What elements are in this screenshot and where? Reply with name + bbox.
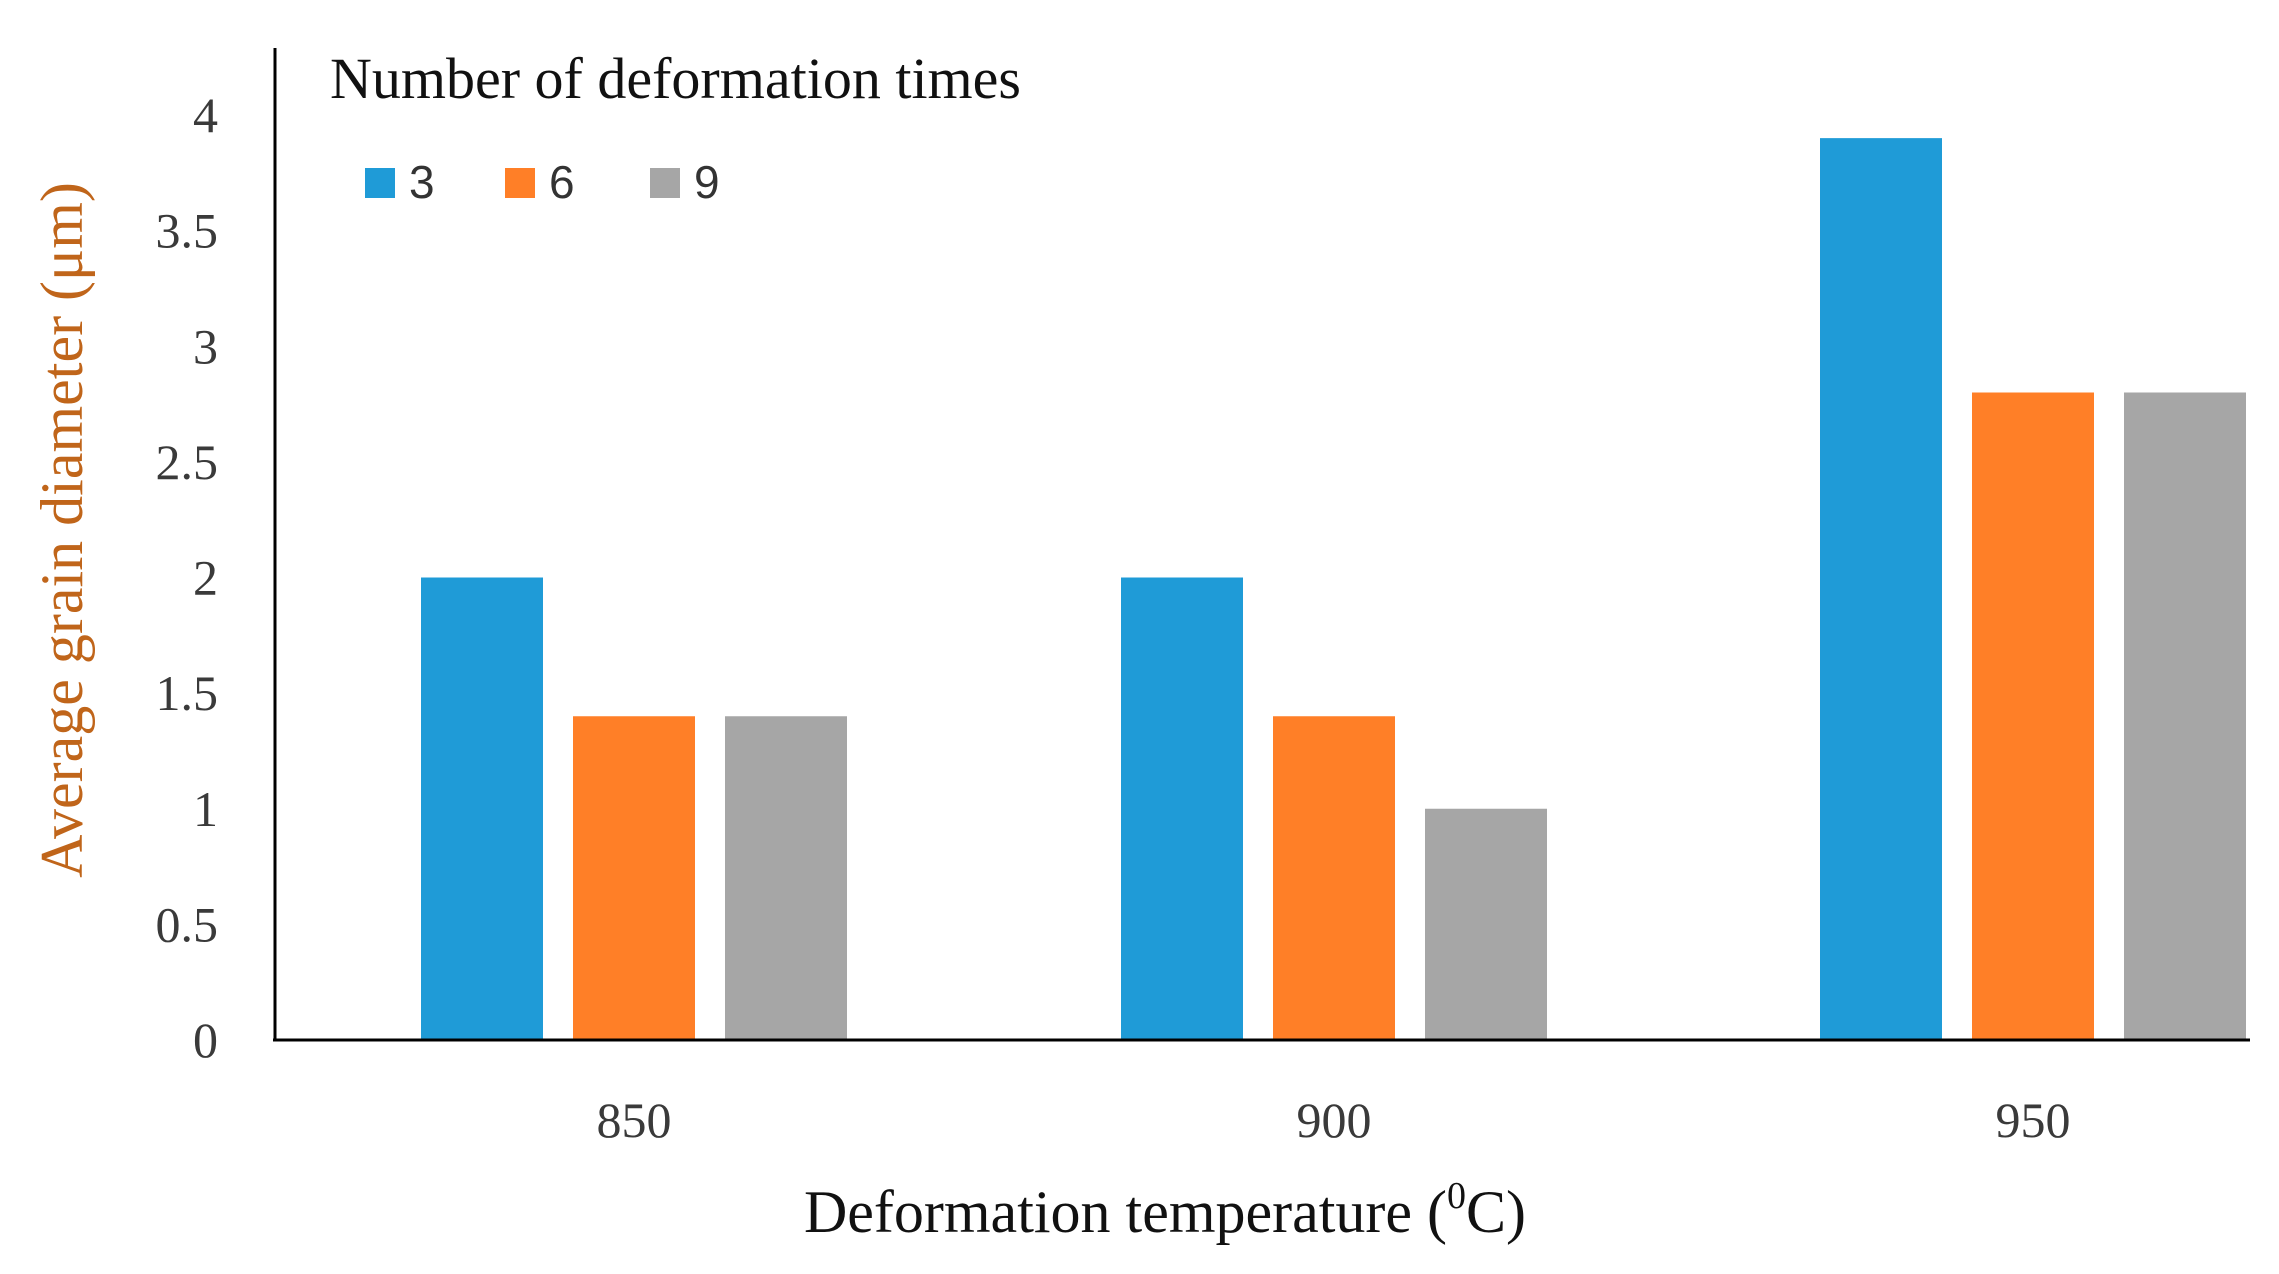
x-tick-label: 900 — [1297, 1092, 1372, 1148]
x-axis-label: Deformation temperature (0C) — [804, 1175, 1526, 1245]
legend-label-3: 3 — [409, 156, 435, 208]
x-axis-label-end: C) — [1466, 1179, 1526, 1245]
legend-swatch-9 — [650, 168, 680, 198]
bar-850-series-6 — [573, 716, 695, 1040]
x-tick-labels: 850 900 950 — [597, 1092, 2071, 1148]
y-tick-label: 4 — [193, 87, 218, 143]
x-axis-label-superscript: 0 — [1447, 1175, 1466, 1217]
y-tick-label: 2 — [193, 550, 218, 606]
chart-marks — [421, 138, 2246, 1040]
y-tick-labels: 0 0.5 1 1.5 2 2.5 3 3.5 4 — [156, 87, 219, 1068]
bar-950-series-3 — [1820, 138, 1942, 1040]
y-tick-label: 1 — [193, 781, 218, 837]
x-axis-label-main: Deformation temperature ( — [804, 1179, 1447, 1245]
y-tick-label: 1.5 — [156, 665, 219, 721]
y-tick-label: 0 — [193, 1012, 218, 1068]
bar-950-series-6 — [1972, 392, 2094, 1040]
x-tick-label: 950 — [1996, 1092, 2071, 1148]
y-tick-label: 0.5 — [156, 896, 219, 952]
bar-900-series-9 — [1425, 808, 1547, 1040]
x-tick-label: 850 — [597, 1092, 672, 1148]
bar-950-series-9 — [2124, 392, 2246, 1040]
legend-swatch-6 — [505, 168, 535, 198]
bar-900-series-6 — [1273, 716, 1395, 1040]
legend-title: Number of deformation times — [330, 46, 1021, 111]
bar-850-series-9 — [725, 716, 847, 1040]
y-tick-label: 2.5 — [156, 434, 219, 490]
legend-swatch-3 — [365, 168, 395, 198]
bar-850-series-3 — [421, 577, 543, 1040]
y-axis-label: Average grain diameter (μm) — [29, 182, 95, 878]
legend-label-6: 6 — [549, 156, 575, 208]
legend-label-9: 9 — [694, 156, 720, 208]
legend: 3 6 9 — [365, 156, 720, 208]
y-tick-label: 3 — [193, 318, 218, 374]
bar-900-series-3 — [1121, 577, 1243, 1040]
y-tick-label: 3.5 — [156, 203, 219, 259]
